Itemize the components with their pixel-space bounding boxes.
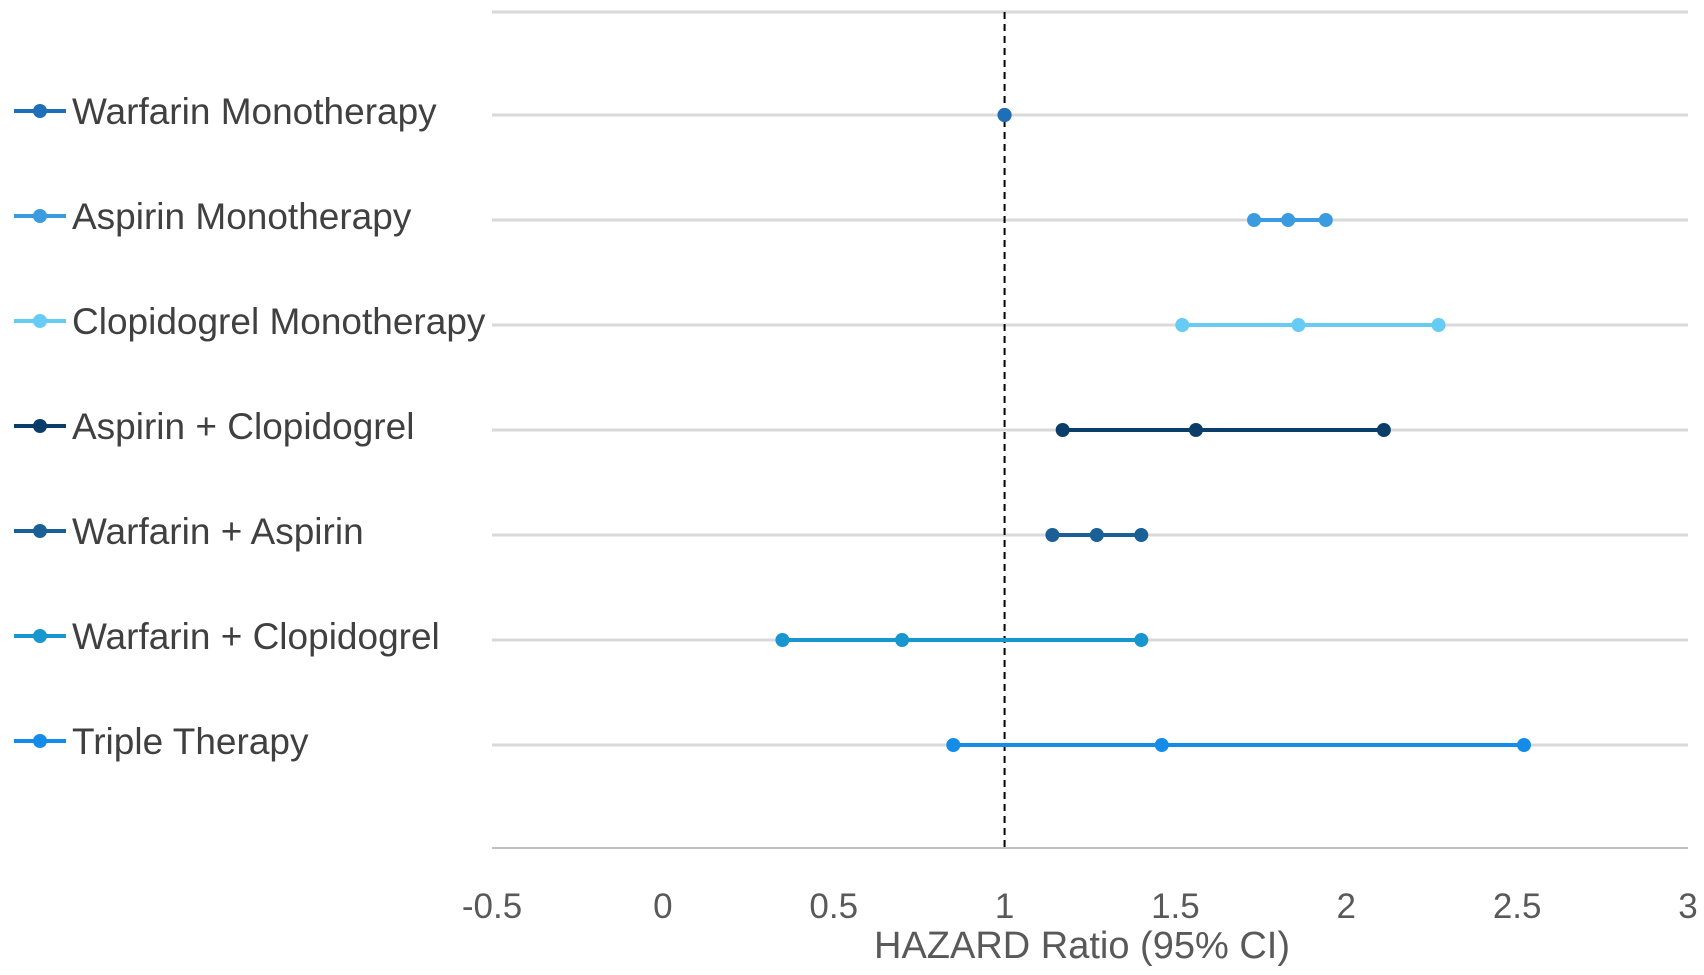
legend-item: Warfarin Monotherapy xyxy=(14,91,437,132)
legend-label: Clopidogrel Monotherapy xyxy=(72,301,486,342)
legend-item: Aspirin Monotherapy xyxy=(14,196,412,237)
legend-marker xyxy=(33,314,47,328)
legend-label: Warfarin + Aspirin xyxy=(72,511,364,552)
point-estimate xyxy=(1154,738,1169,752)
legend-marker xyxy=(33,734,47,748)
x-tick-label: 1.5 xyxy=(1151,887,1200,926)
series-triple-therapy xyxy=(946,738,1531,752)
legend-label: Aspirin Monotherapy xyxy=(72,196,412,237)
legend-marker xyxy=(33,419,47,433)
point-upper xyxy=(997,108,1012,122)
legend-item: Triple Therapy xyxy=(14,721,309,762)
legend-item: Warfarin + Aspirin xyxy=(14,511,364,552)
series-aspirin-clopidogrel xyxy=(1055,423,1391,437)
legend-label: Triple Therapy xyxy=(72,721,309,762)
series-warfarin-aspirin xyxy=(1045,528,1149,542)
legend-item: Clopidogrel Monotherapy xyxy=(14,301,486,342)
point-estimate xyxy=(1188,423,1203,437)
point-upper xyxy=(1516,738,1531,752)
series-clopidogrel-monotherapy xyxy=(1175,318,1446,332)
legend-label: Aspirin + Clopidogrel xyxy=(72,406,414,447)
series-aspirin-monotherapy xyxy=(1247,213,1333,227)
point-estimate xyxy=(1281,213,1296,227)
point-upper xyxy=(1431,318,1446,332)
legend-marker xyxy=(33,209,47,223)
gridlines xyxy=(492,10,1688,747)
x-axis-title: HAZARD Ratio (95% CI) xyxy=(874,925,1290,967)
series-warfarin-clopidogrel xyxy=(775,633,1149,647)
x-tick-label: 0 xyxy=(653,887,672,926)
point-upper xyxy=(1376,423,1391,437)
point-estimate xyxy=(1291,318,1306,332)
legend-marker xyxy=(33,104,47,118)
point-lower xyxy=(775,633,790,647)
legend: Warfarin Monotherapy Aspirin Monotherapy C… xyxy=(14,91,486,762)
series-warfarin-monotherapy xyxy=(997,108,1012,122)
x-tick-label: 3 xyxy=(1678,887,1697,926)
x-tick-label: -0.5 xyxy=(462,887,522,926)
x-tick-label: 2.5 xyxy=(1493,887,1542,926)
legend-marker xyxy=(33,524,47,538)
point-lower xyxy=(1055,423,1070,437)
point-upper xyxy=(1134,528,1149,542)
legend-label: Warfarin + Clopidogrel xyxy=(72,616,440,657)
point-lower xyxy=(1045,528,1060,542)
x-tick-label: 2 xyxy=(1337,887,1356,926)
x-axis-ticks: -0.5 0 0.5 1 1.5 2 2.5 3 xyxy=(462,887,1698,926)
legend-marker xyxy=(33,629,47,643)
legend-item: Warfarin + Clopidogrel xyxy=(14,616,440,657)
point-estimate xyxy=(895,633,910,647)
point-estimate xyxy=(1089,528,1104,542)
point-lower xyxy=(1247,213,1262,227)
point-upper xyxy=(1134,633,1149,647)
point-lower xyxy=(946,738,961,752)
x-tick-label: 0.5 xyxy=(809,887,858,926)
legend-item: Aspirin + Clopidogrel xyxy=(14,406,414,447)
x-tick-label: 1 xyxy=(995,887,1014,926)
legend-label: Warfarin Monotherapy xyxy=(72,91,437,132)
point-upper xyxy=(1318,213,1333,227)
series-layer xyxy=(775,108,1531,752)
point-lower xyxy=(1175,318,1190,332)
